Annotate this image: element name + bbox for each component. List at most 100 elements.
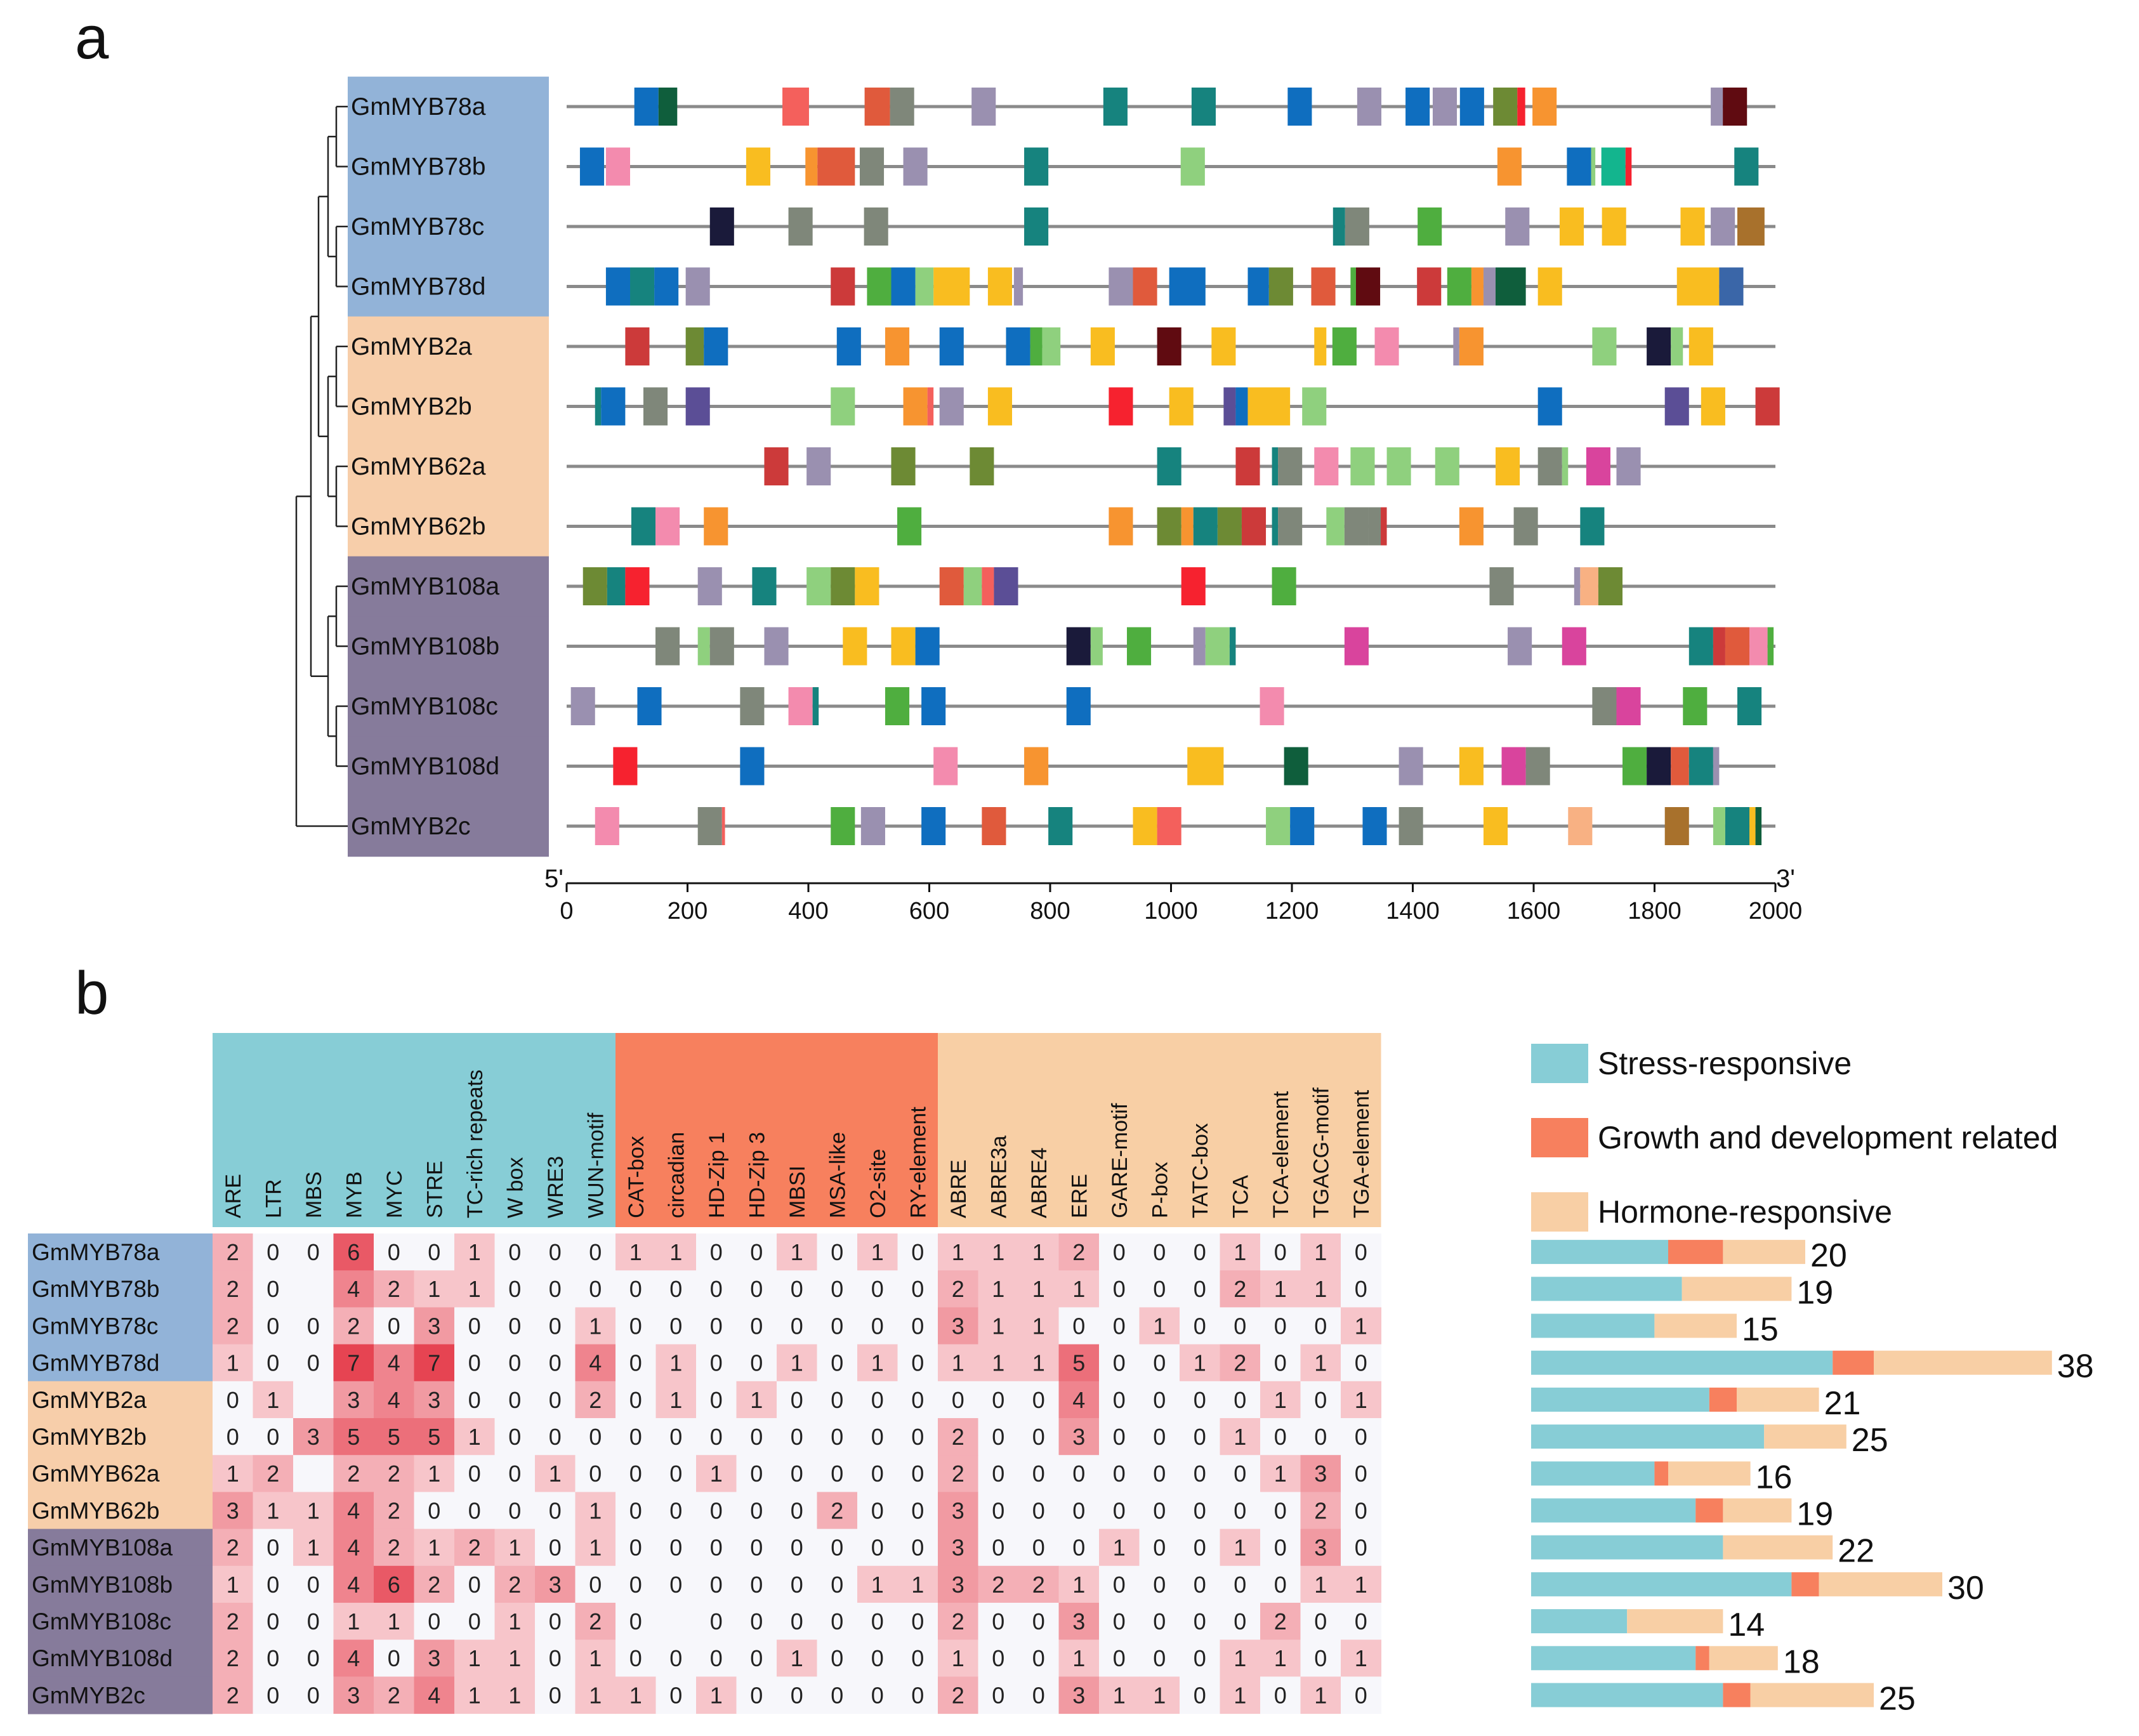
heatmap-cell-value: 2 [508,1572,521,1598]
cis-element-box [1126,627,1152,666]
heatmap-cell [736,1676,777,1714]
cis-element-box [1711,207,1735,246]
cis-element-box [1647,327,1671,365]
heatmap-cell [1058,1344,1100,1382]
cis-element-box [1591,147,1596,186]
heatmap-cell-value: 1 [669,1350,682,1376]
heatmap-cell-value: 0 [831,1535,843,1561]
heatmap-cell [615,1492,656,1530]
heatmap-cell [1341,1344,1381,1382]
cis-element-box [885,687,910,725]
cis-element-box [1749,627,1768,666]
heatmap-cell [414,1233,455,1271]
heatmap-cell [333,1233,374,1271]
heatmap-cell [897,1640,938,1677]
heatmap-row-label: GmMYB78c [32,1313,158,1339]
heatmap-cell-value: 0 [1355,1239,1367,1265]
heatmap-cell-value: 3 [952,1535,964,1561]
gene-label: GmMYB108b [351,633,499,661]
heatmap-cell-value: 0 [750,1572,763,1598]
heatmap-cell-value: 0 [1314,1387,1327,1413]
heatmap-cell [1260,1565,1301,1603]
heatmap-cell-value: 1 [911,1572,924,1598]
cis-element-box [806,567,831,605]
heatmap-cell-value: 1 [669,1239,682,1265]
heatmap-cell-value: 0 [267,1276,279,1302]
heatmap-cell [615,1676,656,1714]
heatmap-cell [777,1565,817,1603]
heatmap-cell [978,1455,1019,1492]
heatmap-cell-value: 0 [1032,1387,1045,1413]
heatmap-cell-value: 1 [791,1350,803,1376]
cis-element-box [1247,267,1269,306]
heatmap-cell [575,1676,616,1714]
cis-element-box [1459,747,1484,786]
heatmap-cell [978,1307,1019,1345]
heatmap-cell [1341,1307,1381,1345]
heatmap-cell [1260,1233,1301,1271]
cis-element-box [658,88,678,126]
heatmap-cell [1341,1381,1381,1419]
cis-element-box [1272,447,1279,485]
cis-element-box [1193,507,1218,546]
heatmap-cell [736,1603,777,1640]
axis-tick-label: 800 [1030,898,1070,924]
heatmap-cell [817,1492,858,1530]
heatmap-cell [253,1233,294,1271]
heatmap-cell [213,1344,253,1382]
heatmap-cell [817,1307,858,1345]
heatmap-cell [454,1565,495,1603]
cis-element-box [933,267,970,306]
heatmap-cell-value: 0 [831,1424,843,1450]
heatmap-cell [1180,1307,1220,1345]
cis-element-box [704,507,728,546]
cis-element-box [1386,447,1411,485]
cis-element-box [625,567,650,605]
heatmap-cell-value: 0 [871,1276,884,1302]
heatmap-cell-value: 1 [589,1535,602,1561]
count-bar-segment [1723,1535,1833,1560]
legend-label: Stress-responsive [1598,1046,1852,1081]
heatmap-cell-value: 0 [1153,1461,1166,1487]
cis-element-box [885,327,910,365]
heatmap-cell-value: 4 [347,1572,360,1598]
heatmap-cell [938,1233,978,1271]
cis-element-box [1680,207,1705,246]
heatmap-cell [535,1676,576,1714]
heatmap-cell-value: 1 [1314,1276,1327,1302]
heatmap-cell-value: 0 [1153,1387,1166,1413]
cis-element-box [891,447,916,485]
heatmap-cell [1260,1492,1301,1530]
heatmap-cell-value: 2 [388,1461,400,1487]
heatmap-cell-value: 0 [710,1350,723,1376]
heatmap-row-label-bg [28,1381,213,1419]
heatmap-cell-value: 2 [952,1276,964,1302]
heatmap-cell [293,1529,334,1567]
heatmap-cell [696,1492,737,1530]
heatmap-cell [374,1603,414,1640]
heatmap-cell-value: 0 [508,1387,521,1413]
heatmap-cell-value: 0 [1113,1350,1126,1376]
heatmap-cell [615,1381,656,1419]
cis-element-box [1344,507,1369,546]
heatmap-cell-value: 1 [468,1645,481,1671]
heatmap-cell [414,1565,455,1603]
heatmap-cell [213,1640,253,1677]
heatmap-cell-value: 0 [831,1276,843,1302]
count-bar-segment [1874,1350,2052,1375]
cis-element-box [1713,627,1725,666]
cis-element-box [1157,507,1181,546]
heatmap-cell [1220,1270,1261,1308]
heatmap-cell-value: 2 [952,1682,964,1708]
count-bar-segment [1531,1683,1723,1707]
heatmap-cell [1099,1676,1140,1714]
heatmap-cell-value: 1 [1072,1645,1085,1671]
heatmap-row-label-bg [28,1233,213,1272]
heatmap-cell [615,1307,656,1345]
cis-element-box [1755,387,1780,426]
heatmap-cell-value: 0 [831,1239,843,1265]
cis-element-box [1719,267,1744,306]
heatmap-cell-value: 0 [388,1645,400,1671]
cis-element-box [1205,627,1230,666]
heatmap-cell-value: 0 [629,1645,642,1671]
